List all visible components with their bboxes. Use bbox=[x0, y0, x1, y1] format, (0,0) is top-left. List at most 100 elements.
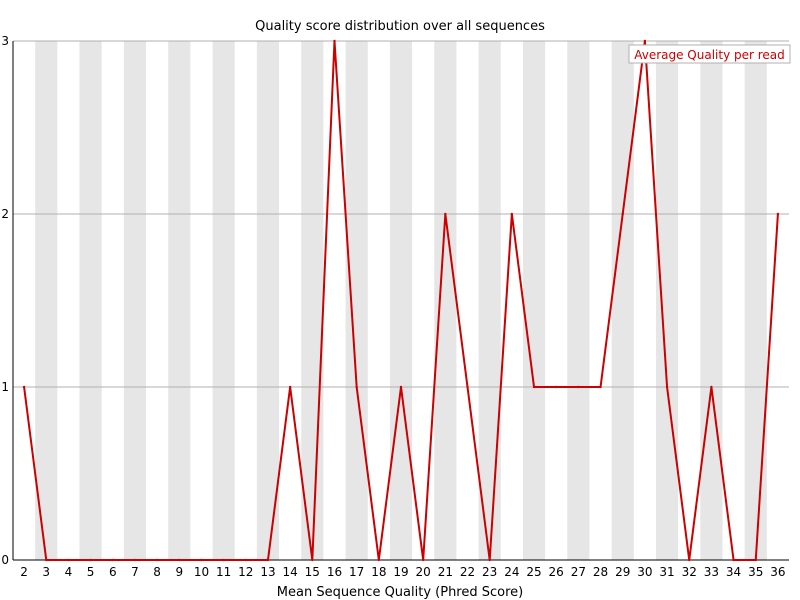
x-tick-label: 3 bbox=[42, 565, 50, 579]
column-band bbox=[212, 41, 235, 560]
data-point bbox=[355, 385, 358, 389]
data-point bbox=[222, 558, 225, 562]
data-point bbox=[288, 385, 292, 389]
x-tick-label: 4 bbox=[65, 565, 73, 579]
y-tick-labels: 0 1 2 3 bbox=[1, 34, 9, 567]
column-band bbox=[655, 41, 679, 560]
x-tick-label: 2 bbox=[20, 565, 28, 579]
data-point bbox=[377, 558, 381, 562]
x-tick-label: 29 bbox=[615, 565, 630, 579]
x-axis-label: Mean Sequence Quality (Phred Score) bbox=[277, 585, 523, 600]
data-point bbox=[488, 558, 491, 562]
y-tick-label: 1 bbox=[1, 380, 9, 394]
legend-box bbox=[628, 44, 791, 64]
data-point bbox=[155, 558, 159, 562]
data-point bbox=[178, 558, 181, 562]
x-tick-label: 20 bbox=[416, 565, 431, 579]
x-tick-label: 26 bbox=[549, 565, 564, 579]
x-tick-label: 31 bbox=[659, 565, 674, 579]
x-tick-label: 11 bbox=[216, 565, 231, 579]
data-point bbox=[244, 558, 247, 562]
x-tick-label: 17 bbox=[349, 565, 364, 579]
x-tick-label: 9 bbox=[175, 565, 183, 579]
data-point bbox=[266, 558, 270, 562]
x-tick-label: 10 bbox=[194, 565, 209, 579]
column-band bbox=[123, 41, 147, 560]
data-point bbox=[577, 385, 580, 389]
data-point bbox=[643, 39, 647, 43]
x-tick-label: 30 bbox=[637, 565, 652, 579]
legend-entry: Average Quality per read bbox=[634, 48, 785, 62]
data-point bbox=[399, 385, 403, 389]
y-tick-label: 3 bbox=[1, 34, 9, 48]
column-band bbox=[478, 41, 501, 560]
data-point bbox=[444, 212, 447, 216]
data-point bbox=[510, 212, 514, 216]
data-point bbox=[688, 558, 691, 562]
data-point bbox=[776, 212, 780, 216]
x-tick-label: 8 bbox=[153, 565, 161, 579]
data-point bbox=[45, 558, 48, 562]
x-tick-label: 6 bbox=[109, 565, 117, 579]
data-point bbox=[710, 385, 713, 389]
x-tick-label: 5 bbox=[87, 565, 95, 579]
x-tick-label: 36 bbox=[770, 565, 785, 579]
x-tick-label: 35 bbox=[748, 565, 763, 579]
x-tick-label: 7 bbox=[131, 565, 139, 579]
column-band bbox=[389, 41, 413, 560]
data-point bbox=[200, 558, 203, 562]
data-point bbox=[599, 385, 602, 389]
column-band bbox=[301, 41, 324, 560]
x-tick-label: 15 bbox=[305, 565, 320, 579]
data-point bbox=[67, 558, 70, 562]
data-point bbox=[754, 558, 757, 562]
x-tick-label: 21 bbox=[438, 565, 453, 579]
column-band bbox=[168, 41, 191, 560]
data-point bbox=[555, 385, 558, 389]
data-point bbox=[532, 385, 536, 389]
column-band bbox=[611, 41, 634, 560]
x-tick-label: 23 bbox=[482, 565, 497, 579]
column-band bbox=[35, 41, 58, 560]
x-tick-labels: 2 3 4 5 6 7 8 9 10 11 12 13 14 15 16 17 18 19 20 21 22 23 24 25… bbox=[20, 565, 785, 579]
series-lines bbox=[22, 39, 780, 562]
data-point bbox=[621, 212, 624, 216]
x-tick-label: 27 bbox=[571, 565, 586, 579]
y-tick-label: 2 bbox=[1, 207, 9, 221]
column-band bbox=[79, 41, 102, 560]
column-band bbox=[567, 41, 590, 560]
x-tick-label: 14 bbox=[283, 565, 298, 579]
data-point bbox=[22, 385, 26, 389]
column-band bbox=[522, 41, 546, 560]
data-point bbox=[665, 385, 669, 389]
x-tick-label: 24 bbox=[504, 565, 519, 579]
data-point bbox=[311, 558, 314, 562]
x-tick-label: 13 bbox=[260, 565, 275, 579]
x-tick-label: 16 bbox=[327, 565, 342, 579]
x-tick-label: 28 bbox=[593, 565, 608, 579]
x-tick-label: 18 bbox=[371, 565, 386, 579]
x-tick-label: 32 bbox=[682, 565, 697, 579]
chart-title: Quality score distribution over all sequ… bbox=[255, 19, 545, 34]
legend: Average Quality per read bbox=[628, 44, 791, 64]
data-point bbox=[421, 558, 425, 562]
data-point bbox=[732, 558, 735, 562]
column-bands bbox=[35, 41, 767, 560]
column-band bbox=[744, 41, 767, 560]
data-point bbox=[111, 558, 114, 562]
x-tick-label: 25 bbox=[526, 565, 541, 579]
x-tick-label: 12 bbox=[238, 565, 253, 579]
data-point bbox=[89, 558, 92, 562]
x-tick-label: 33 bbox=[704, 565, 719, 579]
column-band bbox=[345, 41, 368, 560]
column-band bbox=[434, 41, 457, 560]
x-tick-label: 22 bbox=[460, 565, 475, 579]
x-tick-label: 19 bbox=[393, 565, 408, 579]
data-point bbox=[133, 558, 137, 562]
column-band bbox=[700, 41, 723, 560]
y-tick-label: 0 bbox=[1, 553, 9, 567]
data-point bbox=[333, 39, 336, 43]
data-point bbox=[466, 385, 469, 389]
x-tick-label: 34 bbox=[726, 565, 741, 579]
